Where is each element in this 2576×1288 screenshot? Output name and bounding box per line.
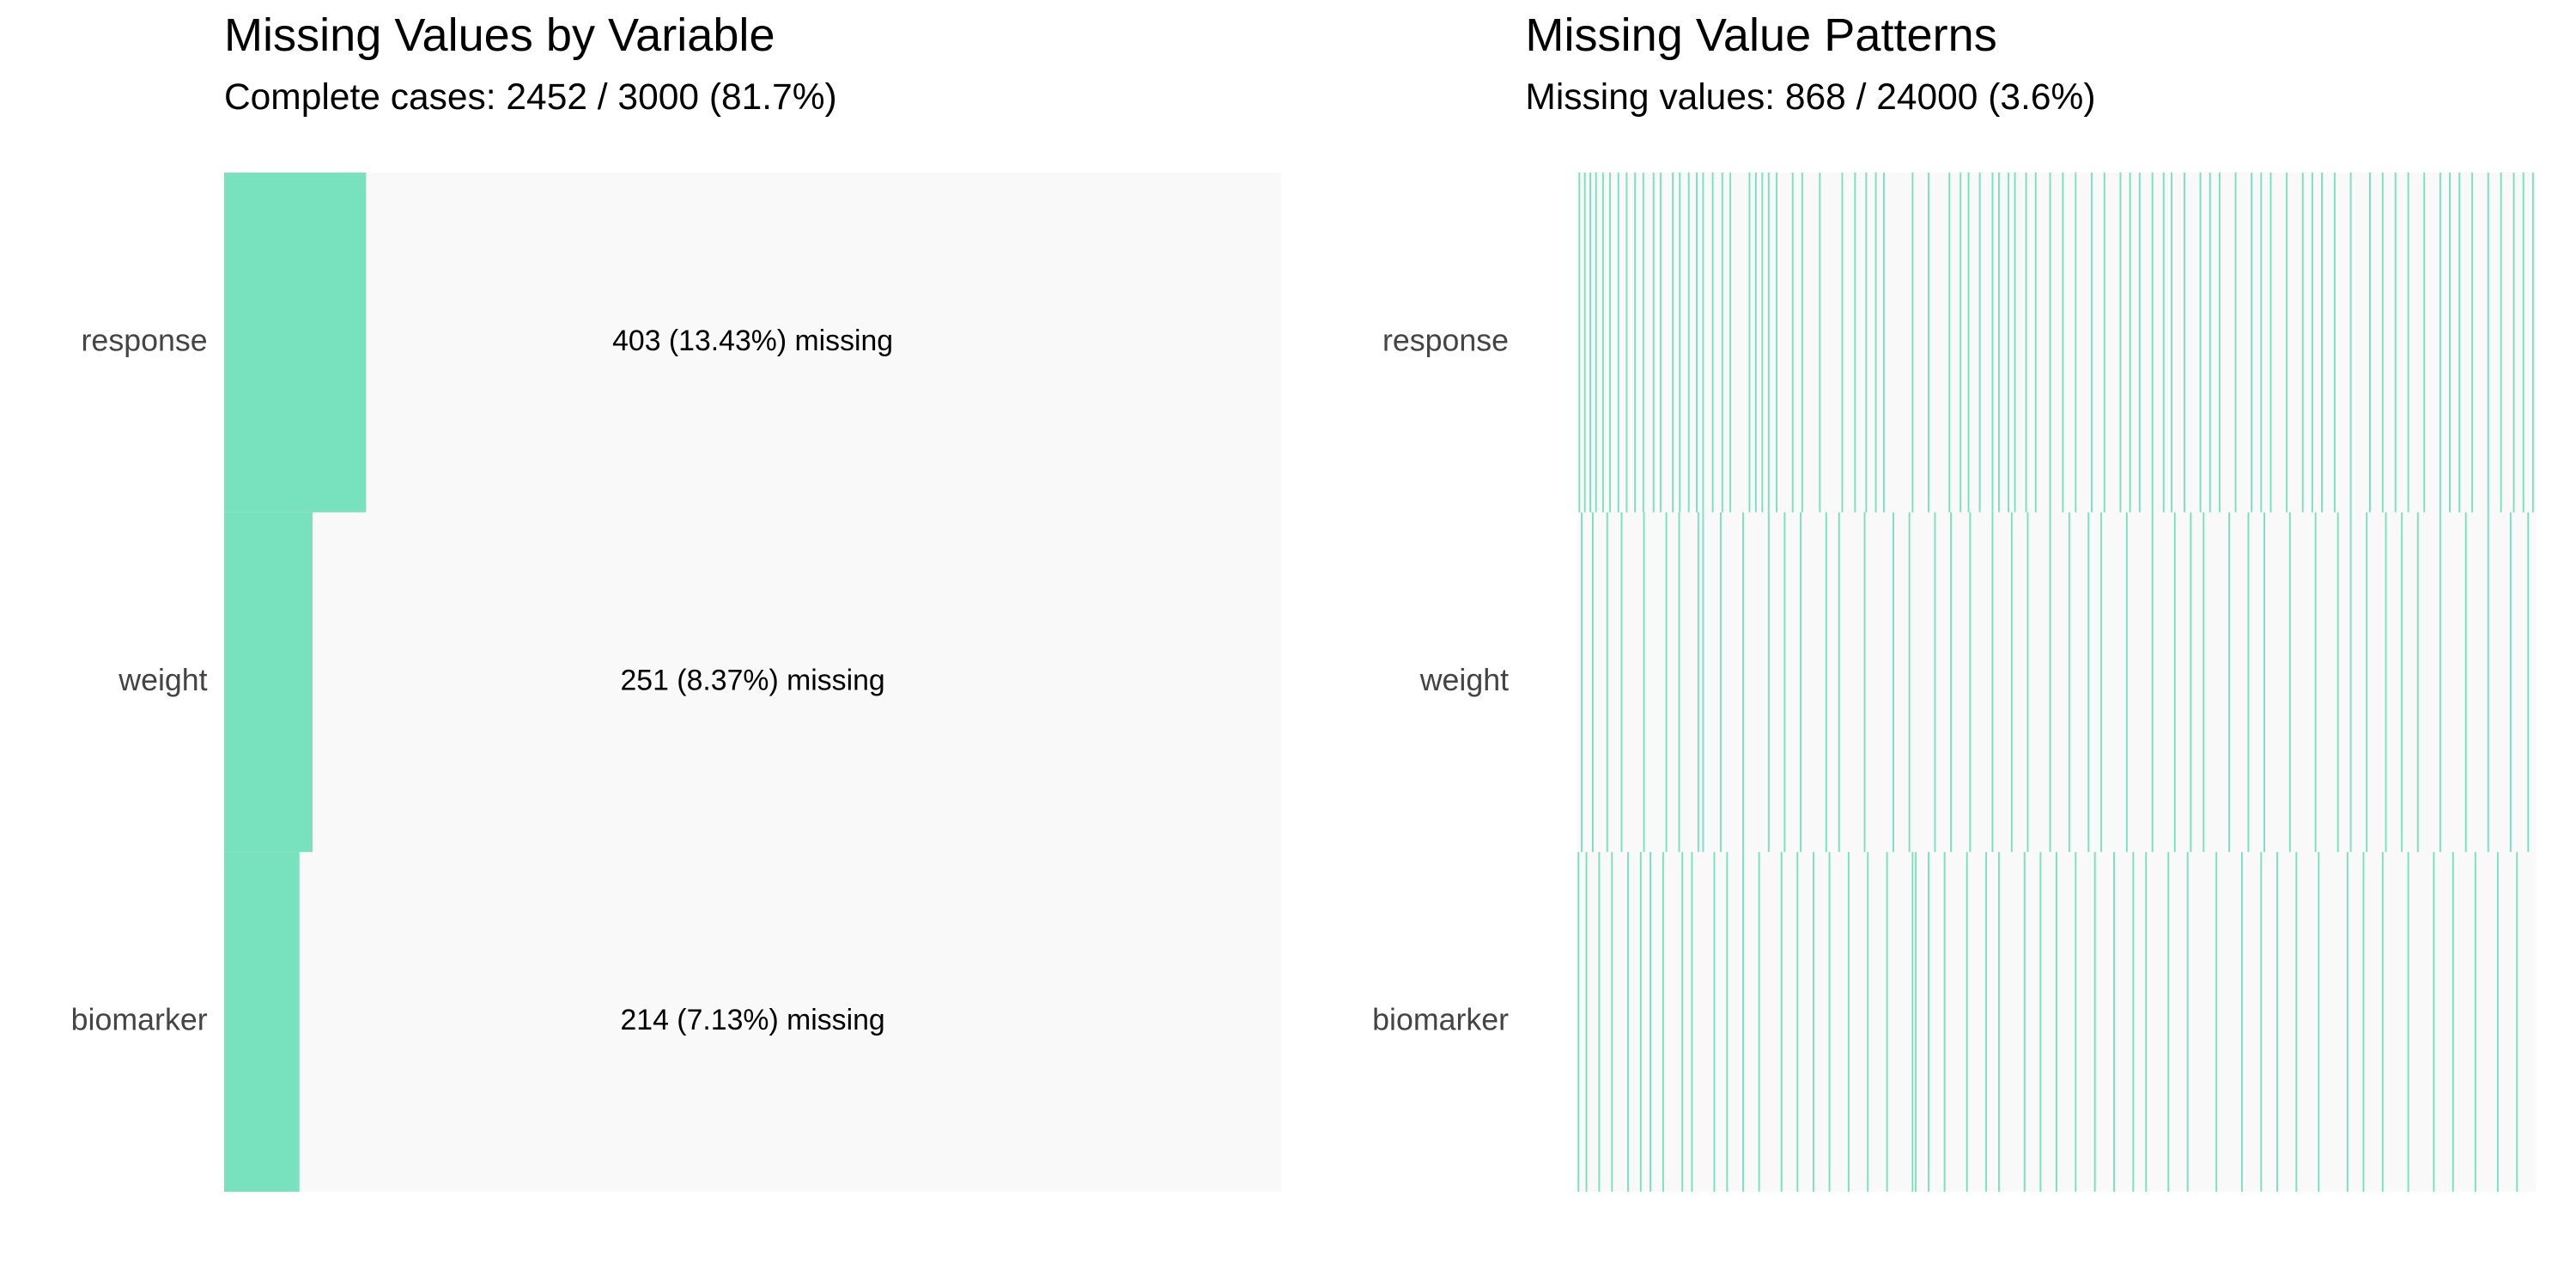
data-label: 214 (7.13%) missing <box>621 1004 885 1036</box>
plot-background <box>223 173 1282 1192</box>
bar <box>223 852 300 1192</box>
bar <box>223 173 367 513</box>
chart-title: Missing Value Patterns <box>1525 9 1996 61</box>
y-tick-label: response <box>1382 323 1509 357</box>
y-tick-label: biomarker <box>71 1003 208 1037</box>
bar <box>223 512 313 853</box>
data-label: 403 (13.43%) missing <box>612 325 893 357</box>
y-tick-label: response <box>82 323 208 357</box>
chart-subtitle: Complete cases: 2452 / 3000 (81.7%) <box>224 77 837 118</box>
data-label: 251 (8.37%) missing <box>621 664 885 696</box>
y-tick-label: weight <box>1419 663 1509 697</box>
y-tick-label: biomarker <box>1372 1003 1509 1037</box>
chart-subtitle: Missing values: 868 / 24000 (3.6%) <box>1525 77 2095 118</box>
chart-title: Missing Values by Variable <box>224 9 775 61</box>
y-tick-label: weight <box>118 663 207 697</box>
